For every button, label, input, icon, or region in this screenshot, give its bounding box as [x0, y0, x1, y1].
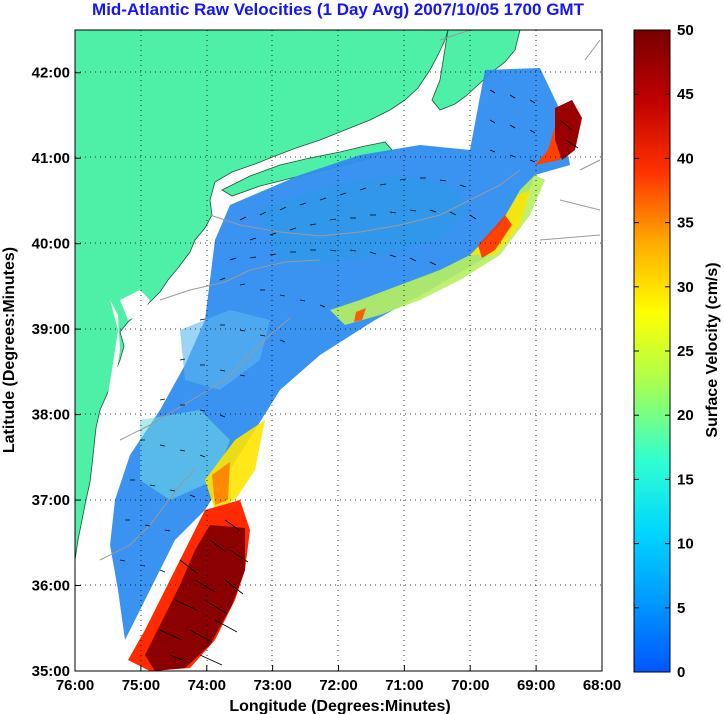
y-tick-label: 36:00 [32, 578, 70, 595]
colorbar-tick-label: 40 [677, 150, 694, 167]
y-axis-label: Latitude (Degrees:Minutes) [1, 247, 18, 453]
bathymetry-contours [99, 30, 601, 561]
y-tick-label: 37:00 [32, 492, 70, 509]
x-tick-label: 68:00 [583, 677, 621, 694]
colorbar-tick-label: 10 [677, 536, 694, 553]
cape-cod [431, 30, 521, 111]
chesapeake-bay [96, 300, 120, 480]
colorbar [633, 29, 671, 673]
x-tick-label: 76:00 [56, 677, 94, 694]
x-tick-label: 75:00 [122, 677, 160, 694]
y-tick-label: 42:00 [32, 65, 70, 82]
colorbar-tick-label: 50 [677, 22, 694, 39]
x-tick-label: 69:00 [517, 677, 555, 694]
colorbar-label: Surface Velocity (cm/s) [704, 262, 721, 437]
x-tick-label: 70:00 [451, 677, 489, 694]
colorbar-tick-label: 35 [677, 215, 694, 232]
plot-area [75, 30, 602, 671]
x-tick-label: 73:00 [253, 677, 291, 694]
colorbar-tick-label: 15 [677, 471, 694, 488]
long-island [221, 141, 393, 197]
x-tick-label: 74:00 [188, 677, 226, 694]
colorbar-tick-label: 20 [677, 407, 694, 424]
colorbar-tick-label: 30 [677, 279, 694, 296]
x-axis-label: Longitude (Degrees:Minutes) [229, 698, 450, 714]
x-tick-label: 71:00 [385, 677, 423, 694]
y-tick-label: 39:00 [32, 321, 70, 338]
delaware-bay [120, 290, 150, 320]
velocity-vectors [119, 89, 579, 666]
grid-lines [75, 30, 602, 671]
x-tick-label: 72:00 [319, 677, 357, 694]
colorbar-tick-label: 45 [677, 86, 694, 103]
y-tick-label: 38:00 [32, 407, 70, 424]
x-axis-ticks: 76:00 75:00 74:00 73:00 72:00 71:00 70:00 69:00… [56, 665, 621, 694]
land-mass [75, 30, 449, 561]
figure-title: Mid-Atlantic Raw Velocities (1 Day Avg) … [92, 0, 585, 19]
y-axis-ticks: 42:00 41:00 40:00 39:00 38:00 37:00 36:00 35:00 [32, 65, 81, 680]
colorbar-tick-label: 0 [677, 664, 685, 681]
y-tick-label: 35:00 [32, 663, 70, 680]
colorbar-tick-label: 5 [677, 600, 685, 617]
y-tick-label: 41:00 [32, 150, 70, 167]
y-tick-label: 40:00 [32, 236, 70, 253]
colorbar-tick-label: 25 [677, 343, 694, 360]
